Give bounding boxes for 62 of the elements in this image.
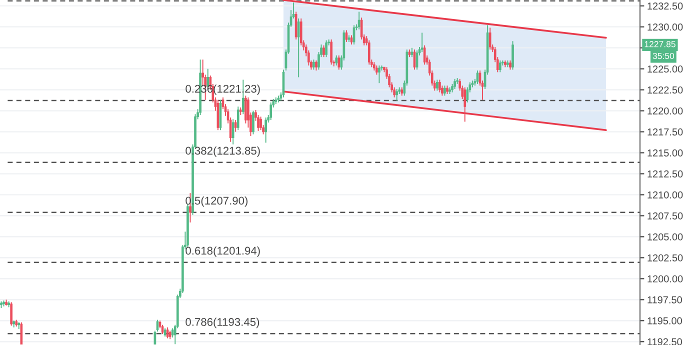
y-tick-label: 1232.50 [648,2,683,10]
candlestick [297,18,300,78]
candlestick [378,64,380,84]
candlestick [166,326,169,339]
candlestick [252,110,254,135]
candlestick [236,106,240,131]
y-tick-label: 1225.00 [648,65,683,73]
candlestick [244,95,247,124]
candlestick [410,47,414,58]
candlestick [512,40,514,70]
y-tick-label: 1200.00 [648,275,683,282]
candlestick [498,60,502,73]
y-tick-label: 1212.50 [648,170,683,178]
y-tick-label: 1215.00 [648,149,683,156]
ref-line-label: 0.786(1193.45) [186,318,260,328]
y-tick-label: 1217.50 [648,128,683,136]
candlestick [312,59,315,70]
candlestick [294,11,298,40]
y-tick-label: 1197.50 [648,296,682,304]
candlestick [488,27,492,50]
candlestick [161,324,164,335]
candlestick [396,88,398,102]
candlestick [234,120,237,132]
text: 35:50 [652,52,674,60]
y-tick-label: 1202.50 [648,254,683,262]
candlestick [466,86,469,103]
text: 1227.85 [644,41,676,48]
candlestick [393,86,396,98]
candlestick [444,85,446,96]
candlestick [423,44,426,66]
y-tick-label: 1222.50 [648,86,683,94]
candlestick [322,44,325,58]
candlestick [438,79,441,93]
y-tick-label: 1192.50 [648,338,682,345]
candlestick [376,64,378,76]
y-tick-label: 1220.00 [648,107,683,115]
candlestick [264,117,267,144]
candlestick [335,54,338,66]
candlestick [420,32,424,53]
candlestick [338,54,340,70]
candlestick [454,78,456,90]
candlestick [10,302,12,326]
candlestick [232,118,234,145]
candlestick [358,11,360,30]
candlestick [350,34,353,45]
candlestick [325,40,328,58]
y-tick-label: 1205.00 [648,233,683,240]
candlestick [330,38,332,66]
ref-line-label: 0.618(1201.94) [186,246,260,257]
candlestick [509,60,512,70]
candlestick [270,102,272,121]
candlestick [368,40,370,66]
candlestick [345,30,348,42]
candlestick [436,79,438,92]
y-tick-label: 1210.00 [648,191,683,198]
y-tick-label: 1195.00 [648,317,682,324]
y-tick-label: 1207.50 [648,212,683,220]
candlestick [315,60,318,71]
candlestick [464,86,466,122]
candlestick [260,116,262,131]
candlestick [20,322,23,345]
y-tick-label: 1230.00 [648,24,683,31]
